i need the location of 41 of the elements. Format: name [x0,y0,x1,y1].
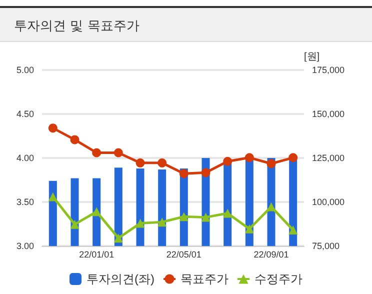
point [244,153,254,162]
chart-title: 투자의견 및 목표주가 [14,18,140,35]
legend-label: 투자의견(좌) [86,272,155,286]
point [158,218,167,227]
y-tick-label: 3.50 [16,197,34,207]
y-tick-label: 3.00 [16,241,34,251]
point [92,148,102,158]
y2-tick-label: 150,000 [312,109,345,119]
y2-tick-label: 175,000 [312,65,345,75]
point [48,124,58,133]
y2-axis-title: [원] [304,52,320,62]
point [136,218,145,228]
point [244,224,254,234]
point [288,153,298,162]
point [201,168,210,178]
y-tick-label: 4.00 [16,153,34,163]
point [114,234,123,243]
y2-tick-label: 75,000 [312,241,340,251]
point [92,207,102,216]
point [158,158,167,168]
point [179,212,188,222]
point [136,158,145,168]
point [48,192,58,202]
point [114,148,123,158]
point [288,225,298,234]
point [179,169,188,178]
y2-tick-label: 100,000 [312,197,345,207]
point [223,156,232,166]
point [70,220,80,229]
legend-label: 목표주가 [180,272,228,286]
y-tick-label: 5.00 [16,65,34,75]
point [266,159,276,168]
x-tick-label: 22/09/01 [254,250,289,260]
point [223,208,232,218]
x-tick-label: 22/05/01 [166,250,202,260]
y-tick-label: 4.50 [16,109,34,119]
point [201,212,210,222]
legend-label: 수정주가 [254,272,302,286]
x-tick-label: 22/01/01 [79,250,114,260]
point [70,135,80,144]
y2-tick-label: 125,000 [312,153,345,163]
